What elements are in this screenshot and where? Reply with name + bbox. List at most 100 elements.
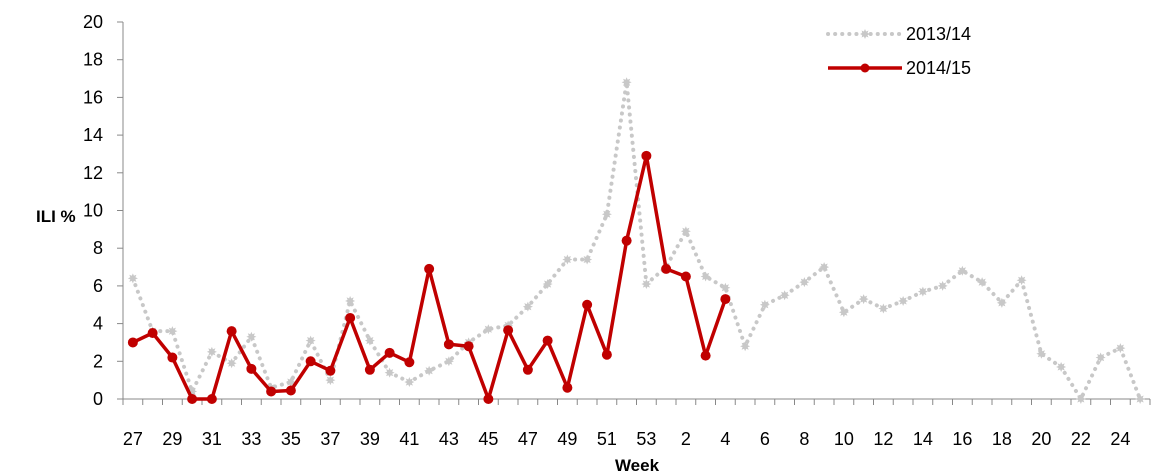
x-tick-label: 10 (834, 429, 854, 449)
x-tick-label: 49 (557, 429, 577, 449)
y-tick-label: 0 (93, 389, 103, 409)
data-point (937, 280, 948, 291)
x-tick-label: 51 (597, 429, 617, 449)
x-tick-label: 18 (992, 429, 1012, 449)
x-tick-label: 37 (320, 429, 340, 449)
y-tick-label: 2 (93, 351, 103, 371)
legend-label-2013-14: 2013/14 (906, 24, 971, 44)
x-tick-label: 22 (1071, 429, 1091, 449)
data-point (819, 262, 830, 273)
data-point (680, 226, 691, 237)
x-tick-label: 41 (399, 429, 419, 449)
x-tick-label: 14 (913, 429, 933, 449)
series-layer (127, 77, 1146, 404)
data-point (838, 307, 849, 318)
data-point (621, 235, 632, 246)
x-tick-label: 8 (799, 429, 809, 449)
x-tick-label: 2 (681, 429, 691, 449)
data-point (127, 273, 138, 284)
data-point (325, 375, 336, 386)
data-point (246, 363, 257, 374)
data-point (601, 349, 612, 360)
x-tick-label: 47 (518, 429, 538, 449)
x-tick-label: 39 (360, 429, 380, 449)
data-point (799, 277, 810, 288)
data-point (424, 263, 435, 274)
data-point (661, 263, 672, 274)
data-point (226, 358, 237, 369)
y-tick-label: 16 (83, 87, 103, 107)
data-point (720, 282, 731, 293)
data-point (957, 265, 968, 276)
data-point (898, 296, 909, 306)
data-point (1016, 275, 1027, 286)
x-tick-label: 45 (478, 429, 498, 449)
data-point (483, 394, 494, 404)
data-point (463, 341, 474, 352)
data-point (1135, 394, 1146, 404)
data-point (641, 150, 652, 161)
y-tick-label: 14 (83, 125, 103, 145)
data-point (404, 357, 415, 368)
x-axis-title: Week (615, 456, 660, 475)
y-tick-label: 20 (83, 12, 103, 32)
data-point (542, 335, 553, 346)
y-tick-label: 6 (93, 276, 103, 296)
y-tick-label: 10 (83, 201, 103, 221)
x-tick-label: 16 (952, 429, 972, 449)
data-point (364, 364, 375, 375)
data-point (187, 394, 198, 404)
data-point (226, 326, 237, 337)
data-point (720, 294, 731, 305)
data-point (443, 356, 454, 367)
legend-marker-2014-15 (860, 63, 870, 73)
x-tick-label: 35 (281, 429, 301, 449)
data-point (680, 271, 691, 282)
y-axis-title: ILI % (36, 207, 76, 226)
legend-marker-2013-14 (860, 29, 870, 39)
series-line-1 (131, 154, 728, 401)
x-tick-label: 24 (1110, 429, 1130, 449)
data-point (562, 382, 573, 393)
data-point (1095, 352, 1106, 363)
data-point (404, 377, 415, 387)
y-tick-label: 12 (83, 163, 103, 183)
data-point (325, 365, 336, 376)
data-point (641, 279, 652, 289)
data-point (364, 335, 375, 346)
data-point (147, 328, 158, 339)
data-point (996, 297, 1007, 308)
data-point (384, 367, 395, 378)
data-point (779, 290, 790, 301)
data-point (1036, 348, 1047, 359)
data-point (443, 339, 454, 350)
data-point (483, 324, 494, 335)
x-tick-label: 4 (720, 429, 730, 449)
data-point (503, 325, 514, 336)
x-tick-label: 6 (760, 429, 770, 449)
x-tick-label: 31 (202, 429, 222, 449)
legend: 2013/14 2014/15 (826, 24, 971, 78)
data-point (424, 365, 435, 376)
x-tick-label: 43 (439, 429, 459, 449)
data-point (522, 364, 533, 375)
data-point (246, 331, 257, 342)
data-point (878, 303, 889, 314)
data-point (127, 337, 138, 348)
data-point (1056, 362, 1067, 372)
x-tick-label: 12 (873, 429, 893, 449)
data-point (621, 77, 632, 88)
data-point (977, 277, 988, 288)
x-tick-label: 29 (162, 429, 182, 449)
data-point (167, 352, 178, 363)
data-point (345, 296, 356, 306)
data-point (562, 254, 573, 265)
data-point (858, 294, 869, 305)
data-point (700, 350, 711, 361)
data-point (167, 326, 178, 337)
data-point (384, 347, 395, 358)
data-point (1075, 394, 1086, 404)
data-point (305, 356, 316, 367)
data-point (305, 335, 316, 346)
data-point (206, 394, 217, 404)
